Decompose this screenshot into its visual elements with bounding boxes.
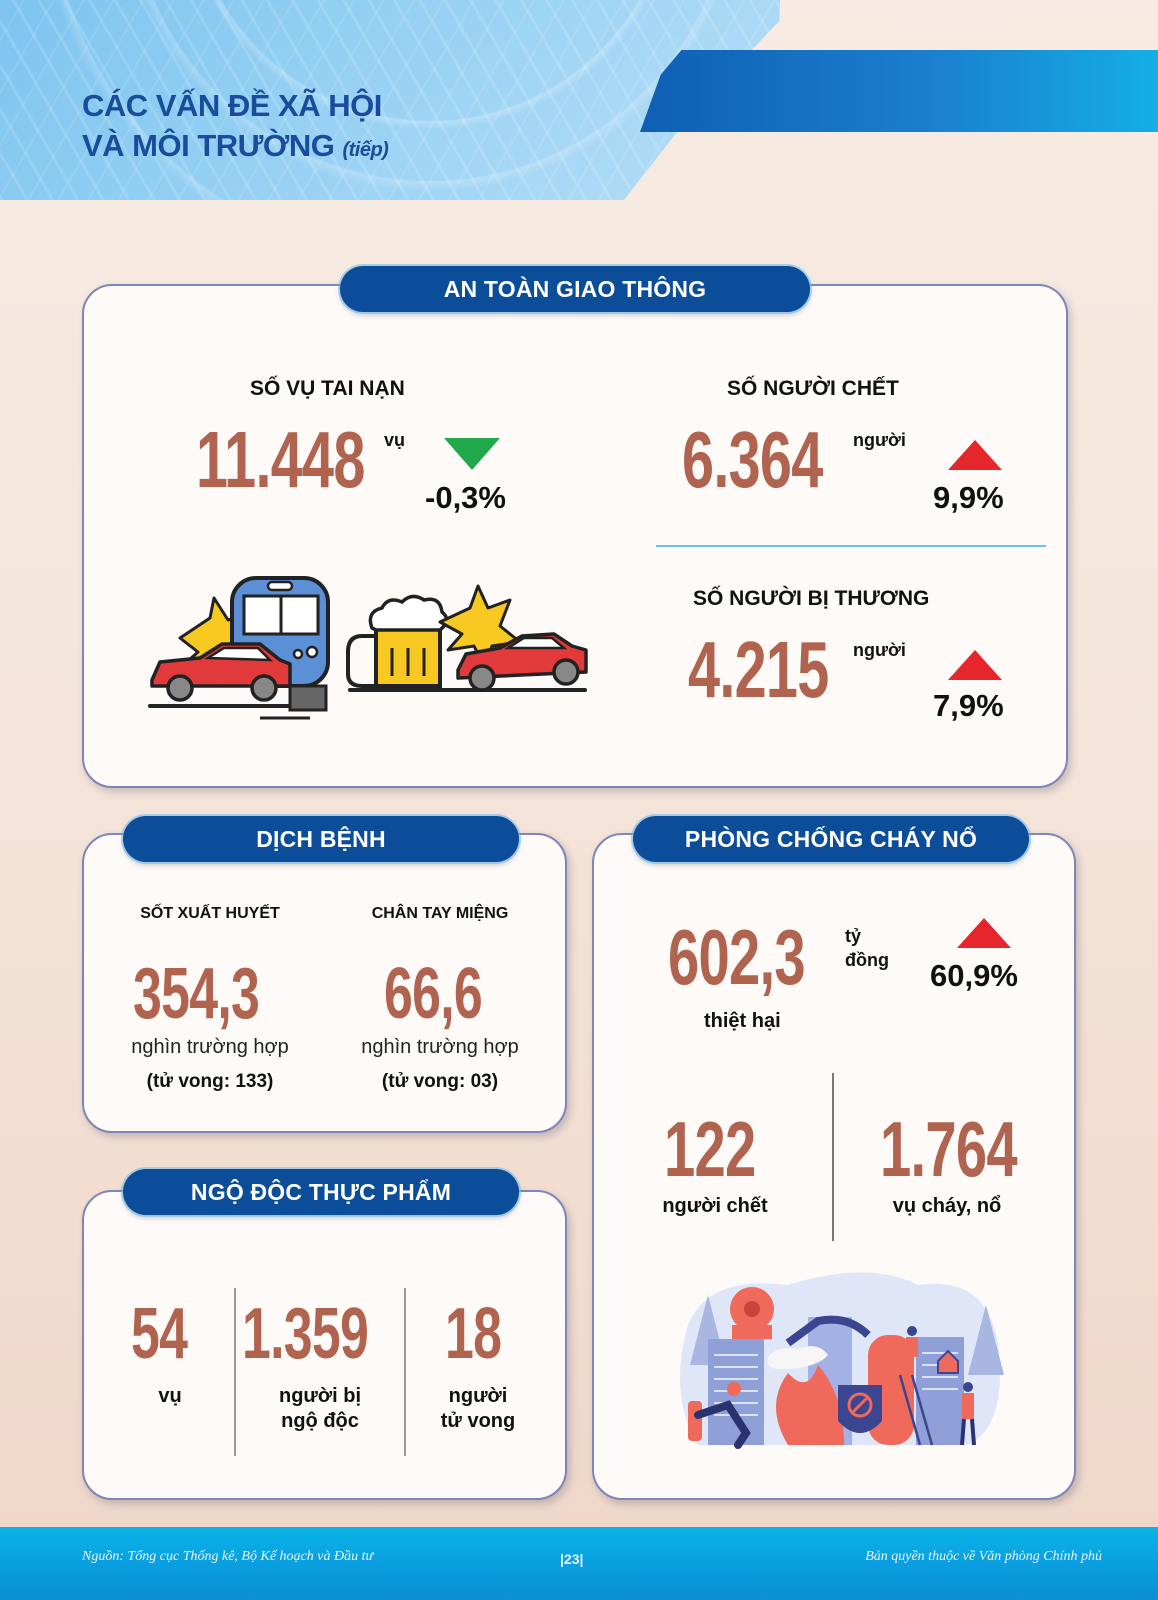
fire-damage-label: thiệt hại [704,1010,781,1032]
train-car-crash-and-drunk-driving-icon [140,568,600,738]
page-title: CÁC VẤN ĐỀ XÃ HỘI VÀ MÔI TRƯỜNG (tiếp) [82,86,389,170]
traffic-deaths-value: 6.364 [682,415,823,504]
fire-safety-extinguisher-illustration [668,1255,1008,1455]
page-number: |23| [560,1551,584,1567]
column-divider [832,1073,834,1241]
traffic-deaths-unit: người [853,430,906,450]
header-blue-ribbon [640,50,1158,132]
footer-source: Nguồn: Tổng cục Thống kê, Bộ Kế hoạch và… [82,1549,374,1564]
food-cases-label: vụ [158,1385,182,1407]
dengue-deaths: (tử vong: 133) [146,1071,274,1092]
page-title-suffix: (tiếp) [342,139,389,161]
traffic-injured-value: 4.215 [688,625,829,714]
fire-prevention-section-title: PHÒNG CHỐNG CHÁY NỔ [633,816,1029,862]
fire-damage-unit-line2: đồng [845,950,889,970]
disease-section-title: DỊCH BỆNH [123,816,519,862]
fire-damage-change: 60,9% [930,958,1018,993]
hfmd-label: CHÂN TAY MIỆNG [371,905,509,922]
page-title-line2: VÀ MÔI TRƯỜNG (tiếp) [82,128,389,163]
trend-up-icon [948,650,1002,680]
traffic-deaths-change: 9,9% [933,480,1004,515]
food-victims-label-line1: người bị [278,1385,362,1407]
page-title-line1: CÁC VẤN ĐỀ XÃ HỘI [82,88,382,123]
fire-deaths-value: 122 [664,1105,756,1193]
food-poisoning-card [82,1190,567,1500]
food-victims-value: 1.359 [242,1294,369,1374]
food-deaths-label-line1: người [448,1385,508,1407]
accidents-unit: vụ [384,430,406,450]
page-header: CÁC VẤN ĐỀ XÃ HỘI VÀ MÔI TRƯỜNG (tiếp) [0,0,1158,200]
header-drum-pattern-background [0,0,780,200]
fire-damage-unit-line1: tỷ [845,926,862,946]
traffic-injured-label: SỐ NGƯỜI BỊ THƯƠNG [693,587,930,610]
fire-damage-value: 602,3 [668,913,806,1001]
divider-line [656,545,1046,547]
food-victims-label-line2: ngộ độc [281,1410,359,1432]
fire-incidents-value: 1.764 [880,1105,1018,1193]
fire-deaths-label: người chết [662,1195,768,1217]
accidents-value: 11.448 [196,415,365,504]
fire-incidents-label: vụ cháy, nổ [892,1195,1002,1217]
column-divider [404,1288,406,1456]
dengue-unit: nghìn trường hợp [131,1036,289,1058]
traffic-deaths-label: SỐ NGƯỜI CHẾT [727,377,899,400]
trend-up-icon [957,918,1011,948]
footer-copyright: Bản quyền thuộc về Văn phòng Chính phủ [865,1549,1102,1564]
hfmd-deaths: (tử vong: 03) [381,1071,499,1092]
traffic-injured-change: 7,9% [933,688,1004,723]
dengue-label: SỐT XUẤT HUYẾT [140,905,280,922]
traffic-injured-unit: người [853,640,906,660]
column-divider [234,1288,236,1456]
dengue-value: 354,3 [133,954,260,1034]
page-footer: Nguồn: Tổng cục Thống kê, Bộ Kế hoạch và… [0,1527,1158,1600]
header-pattern-overlay [0,0,780,200]
accidents-label: SỐ VỤ TAI NẠN [250,377,405,400]
food-deaths-value: 18 [445,1294,502,1374]
trend-down-icon [444,438,500,470]
hfmd-value: 66,6 [384,954,483,1034]
food-deaths-label-line2: tử vong [440,1410,516,1432]
food-cases-value: 54 [131,1294,188,1374]
trend-up-icon [948,440,1002,470]
food-poisoning-section-title: NGỘ ĐỘC THỰC PHẨM [123,1169,519,1215]
accidents-change: -0,3% [425,480,506,515]
traffic-safety-section-title: AN TOÀN GIAO THÔNG [340,266,810,312]
hfmd-unit: nghìn trường hợp [361,1036,519,1058]
